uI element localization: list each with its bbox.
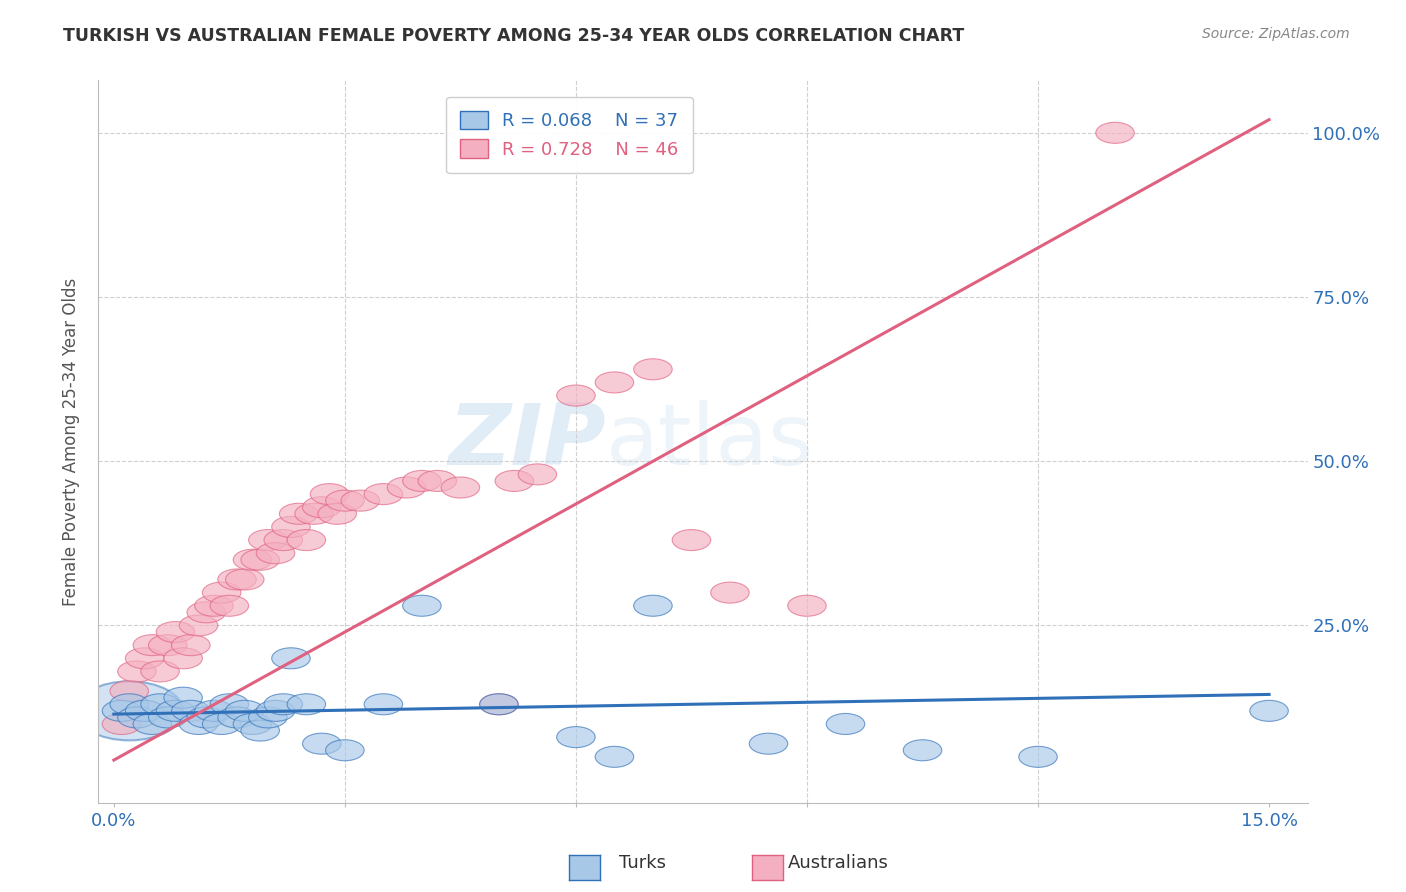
Text: Australians: Australians <box>787 855 889 872</box>
Ellipse shape <box>156 700 194 722</box>
Ellipse shape <box>271 516 311 538</box>
Y-axis label: Female Poverty Among 25-34 Year Olds: Female Poverty Among 25-34 Year Olds <box>62 277 80 606</box>
Ellipse shape <box>634 359 672 380</box>
Ellipse shape <box>311 483 349 505</box>
Ellipse shape <box>287 530 326 550</box>
Ellipse shape <box>402 595 441 616</box>
Ellipse shape <box>103 714 141 734</box>
Ellipse shape <box>180 615 218 636</box>
Ellipse shape <box>749 733 787 755</box>
Ellipse shape <box>326 490 364 511</box>
Ellipse shape <box>280 503 318 524</box>
Ellipse shape <box>903 739 942 761</box>
Ellipse shape <box>194 700 233 722</box>
Ellipse shape <box>149 634 187 656</box>
Ellipse shape <box>187 706 225 728</box>
Ellipse shape <box>103 700 141 722</box>
Ellipse shape <box>595 372 634 393</box>
Ellipse shape <box>249 530 287 550</box>
Ellipse shape <box>364 694 402 714</box>
Ellipse shape <box>118 706 156 728</box>
Ellipse shape <box>557 727 595 747</box>
Ellipse shape <box>149 706 187 728</box>
Text: atlas: atlas <box>606 400 814 483</box>
Ellipse shape <box>141 694 180 714</box>
Ellipse shape <box>134 634 172 656</box>
Ellipse shape <box>271 648 311 669</box>
Ellipse shape <box>302 497 342 517</box>
Ellipse shape <box>209 694 249 714</box>
Ellipse shape <box>218 569 256 590</box>
Ellipse shape <box>187 602 225 623</box>
Ellipse shape <box>342 490 380 511</box>
Ellipse shape <box>495 470 533 491</box>
Ellipse shape <box>557 385 595 406</box>
Ellipse shape <box>672 530 710 550</box>
Ellipse shape <box>172 634 209 656</box>
Ellipse shape <box>180 714 218 734</box>
Ellipse shape <box>125 648 165 669</box>
Ellipse shape <box>110 681 149 702</box>
Text: Turks: Turks <box>619 855 665 872</box>
Legend: R = 0.068    N = 37, R = 0.728    N = 46: R = 0.068 N = 37, R = 0.728 N = 46 <box>446 96 693 173</box>
Ellipse shape <box>295 503 333 524</box>
Ellipse shape <box>710 582 749 603</box>
Ellipse shape <box>302 733 342 755</box>
Ellipse shape <box>209 595 249 616</box>
Text: Source: ZipAtlas.com: Source: ZipAtlas.com <box>1202 27 1350 41</box>
Ellipse shape <box>326 739 364 761</box>
Ellipse shape <box>225 569 264 590</box>
Ellipse shape <box>165 648 202 669</box>
Ellipse shape <box>519 464 557 485</box>
Ellipse shape <box>256 700 295 722</box>
Ellipse shape <box>233 549 271 570</box>
Ellipse shape <box>240 549 280 570</box>
Text: TURKISH VS AUSTRALIAN FEMALE POVERTY AMONG 25-34 YEAR OLDS CORRELATION CHART: TURKISH VS AUSTRALIAN FEMALE POVERTY AMO… <box>63 27 965 45</box>
Ellipse shape <box>787 595 827 616</box>
Ellipse shape <box>141 661 180 682</box>
Ellipse shape <box>364 483 402 505</box>
Ellipse shape <box>218 706 256 728</box>
Ellipse shape <box>264 694 302 714</box>
Ellipse shape <box>249 706 287 728</box>
Ellipse shape <box>110 694 149 714</box>
Ellipse shape <box>194 595 233 616</box>
Ellipse shape <box>387 477 426 498</box>
Ellipse shape <box>256 542 295 564</box>
Ellipse shape <box>240 720 280 741</box>
Ellipse shape <box>595 747 634 767</box>
Ellipse shape <box>76 681 183 740</box>
Ellipse shape <box>1095 122 1135 144</box>
Ellipse shape <box>134 714 172 734</box>
Ellipse shape <box>118 661 156 682</box>
Ellipse shape <box>1250 700 1288 722</box>
Ellipse shape <box>441 477 479 498</box>
Ellipse shape <box>827 714 865 734</box>
Ellipse shape <box>318 503 357 524</box>
Ellipse shape <box>1019 747 1057 767</box>
Ellipse shape <box>287 694 326 714</box>
Ellipse shape <box>225 700 264 722</box>
Ellipse shape <box>402 470 441 491</box>
Ellipse shape <box>156 622 194 642</box>
Text: ZIP: ZIP <box>449 400 606 483</box>
Ellipse shape <box>418 470 457 491</box>
Ellipse shape <box>233 714 271 734</box>
Ellipse shape <box>634 595 672 616</box>
Ellipse shape <box>165 687 202 708</box>
Ellipse shape <box>264 530 302 550</box>
Ellipse shape <box>202 714 240 734</box>
Ellipse shape <box>479 694 519 714</box>
Ellipse shape <box>172 700 209 722</box>
Ellipse shape <box>202 582 240 603</box>
Ellipse shape <box>125 700 165 722</box>
Ellipse shape <box>479 694 519 714</box>
